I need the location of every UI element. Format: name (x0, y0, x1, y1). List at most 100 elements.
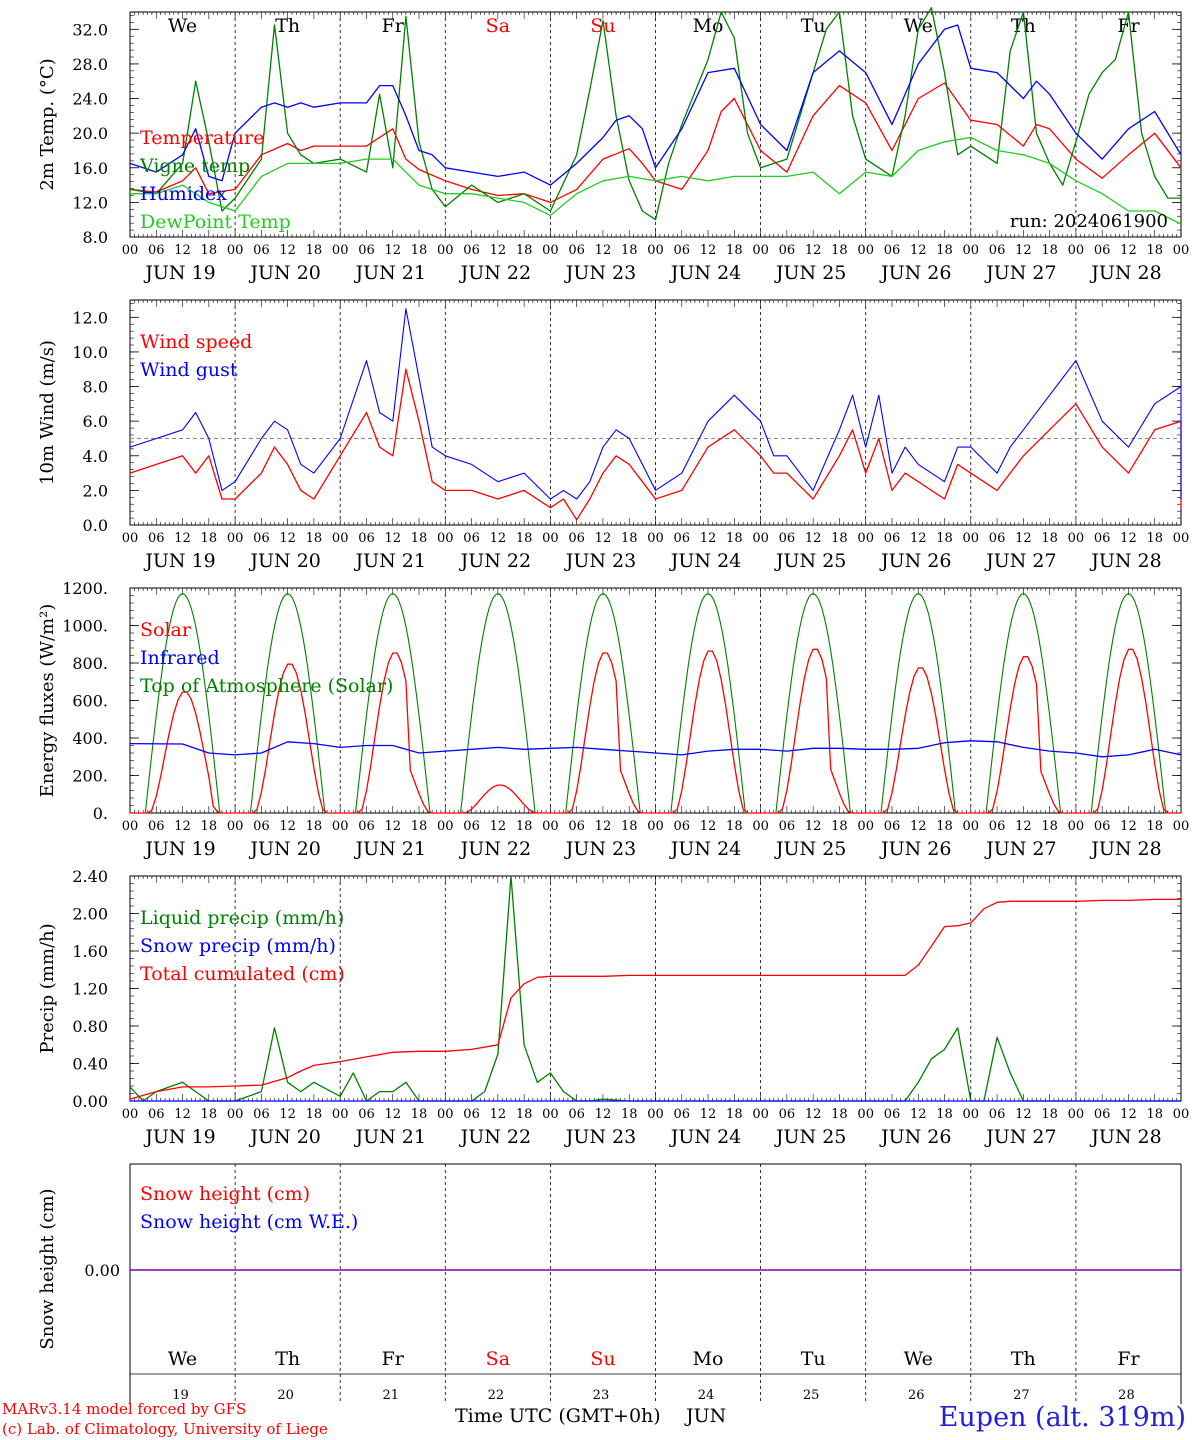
hour-tick-label: 06 (148, 819, 165, 834)
hour-tick-label: 00 (227, 243, 244, 258)
hour-tick-label: 00 (332, 1107, 349, 1122)
y-tick-label: 32.0 (72, 20, 108, 39)
day-label: JUN 21 (354, 550, 426, 572)
y-tick-label: 6.0 (83, 412, 108, 431)
hour-tick-label: 06 (779, 531, 796, 546)
hour-tick-label: 18 (1041, 1107, 1058, 1122)
hour-tick-label: 00 (647, 819, 664, 834)
hour-tick-label: 06 (884, 531, 901, 546)
hour-tick-label: 12 (279, 243, 296, 258)
hour-tick-label: 06 (253, 531, 270, 546)
hour-tick-label: 00 (332, 243, 349, 258)
hour-tick-label: 12 (1015, 243, 1032, 258)
legend-entry: Total cumulated (cm) (140, 963, 345, 985)
hour-tick-label: 18 (831, 531, 848, 546)
hour-tick-label: 00 (1068, 243, 1085, 258)
hour-tick-label: 12 (279, 819, 296, 834)
series-humidex (129, 24, 1182, 186)
hour-tick-label: 06 (884, 819, 901, 834)
y-tick-label: 0.00 (72, 1092, 108, 1111)
day-label: JUN 21 (354, 262, 426, 284)
hour-tick-label: 06 (463, 531, 480, 546)
hour-tick-label: 12 (805, 1107, 822, 1122)
series-wind-speed (129, 368, 1182, 521)
day-number: 22 (488, 1388, 505, 1403)
y-axis-label-5: Snow height (cm) (37, 1188, 58, 1349)
hour-tick-label: 06 (463, 243, 480, 258)
hour-tick-label: 00 (437, 243, 454, 258)
y-tick-label: 24.0 (72, 90, 108, 109)
hour-tick-label: 12 (174, 1107, 191, 1122)
weekday-label: We (168, 15, 197, 37)
y-tick-label: 1.60 (72, 942, 108, 961)
day-label: JUN 20 (248, 1126, 320, 1148)
hour-tick-label: 12 (279, 531, 296, 546)
day-number: 20 (277, 1388, 294, 1403)
day-label: JUN 19 (143, 1126, 215, 1148)
hour-tick-label: 00 (542, 1107, 559, 1122)
y-tick-label: 1200. (62, 579, 108, 598)
hour-tick-label: 00 (227, 1107, 244, 1122)
hour-tick-label: 12 (490, 819, 507, 834)
hour-tick-label: 00 (963, 531, 980, 546)
day-label: JUN 27 (984, 838, 1056, 860)
hour-tick-label: 00 (1173, 243, 1190, 258)
panel-frame-2 (129, 299, 1182, 526)
legend-entry: Solar (140, 619, 192, 641)
y-tick-label: 12.0 (72, 308, 108, 327)
hour-tick-label: 06 (1094, 531, 1111, 546)
y-tick-label: 20.0 (72, 124, 108, 143)
hour-tick-label: 12 (384, 243, 401, 258)
day-label: JUN 27 (984, 1126, 1056, 1148)
y-tick-label: 2.40 (72, 867, 108, 886)
day-number: 26 (908, 1388, 925, 1403)
weekday-label: Th (275, 15, 300, 37)
hour-tick-label: 00 (122, 1107, 139, 1122)
hour-tick-label: 00 (963, 243, 980, 258)
hour-tick-label: 18 (831, 819, 848, 834)
day-label: JUN 28 (1089, 262, 1161, 284)
hour-tick-label: 06 (358, 243, 375, 258)
hour-tick-label: 00 (752, 1107, 769, 1122)
hour-tick-label: 18 (621, 819, 638, 834)
hour-tick-label: 18 (306, 819, 323, 834)
x-axis-month: JUN (686, 1405, 727, 1427)
hour-tick-label: 00 (332, 531, 349, 546)
y-tick-label: 28.0 (72, 55, 108, 74)
y-tick-label: 16.0 (72, 159, 108, 178)
hour-tick-label: 06 (989, 243, 1006, 258)
hour-tick-label: 06 (989, 531, 1006, 546)
hour-tick-label: 18 (936, 1107, 953, 1122)
day-number: 24 (698, 1388, 715, 1403)
y-tick-label: 400. (72, 729, 108, 748)
hour-tick-label: 12 (1120, 819, 1137, 834)
day-label: JUN 25 (774, 550, 846, 572)
hour-tick-label: 18 (831, 1107, 848, 1122)
legend-entry: Snow precip (mm/h) (140, 935, 336, 957)
hour-tick-label: 00 (752, 243, 769, 258)
weekday-label: We (904, 1348, 933, 1370)
day-label: JUN 19 (143, 262, 215, 284)
series-dewpoint-temp (130, 136, 1182, 225)
day-label: JUN 27 (984, 550, 1056, 572)
hour-tick-label: 12 (279, 1107, 296, 1122)
hour-tick-label: 18 (201, 1107, 218, 1122)
hour-tick-label: 18 (621, 531, 638, 546)
weekday-label: Th (1011, 1348, 1036, 1370)
hour-tick-label: 12 (910, 531, 927, 546)
hour-tick-label: 12 (700, 819, 717, 834)
legend-entry: Temperature (140, 127, 264, 149)
hour-tick-label: 18 (411, 819, 428, 834)
hour-tick-label: 18 (726, 531, 743, 546)
hour-tick-label: 12 (174, 243, 191, 258)
day-label: JUN 24 (669, 838, 741, 860)
hour-tick-label: 18 (306, 243, 323, 258)
hour-tick-label: 18 (831, 243, 848, 258)
day-label: JUN 21 (354, 838, 426, 860)
hour-tick-label: 12 (1120, 1107, 1137, 1122)
hour-tick-label: 18 (306, 1107, 323, 1122)
y-tick-label: 8.0 (83, 378, 108, 397)
hour-tick-label: 00 (542, 243, 559, 258)
hour-tick-label: 06 (884, 243, 901, 258)
